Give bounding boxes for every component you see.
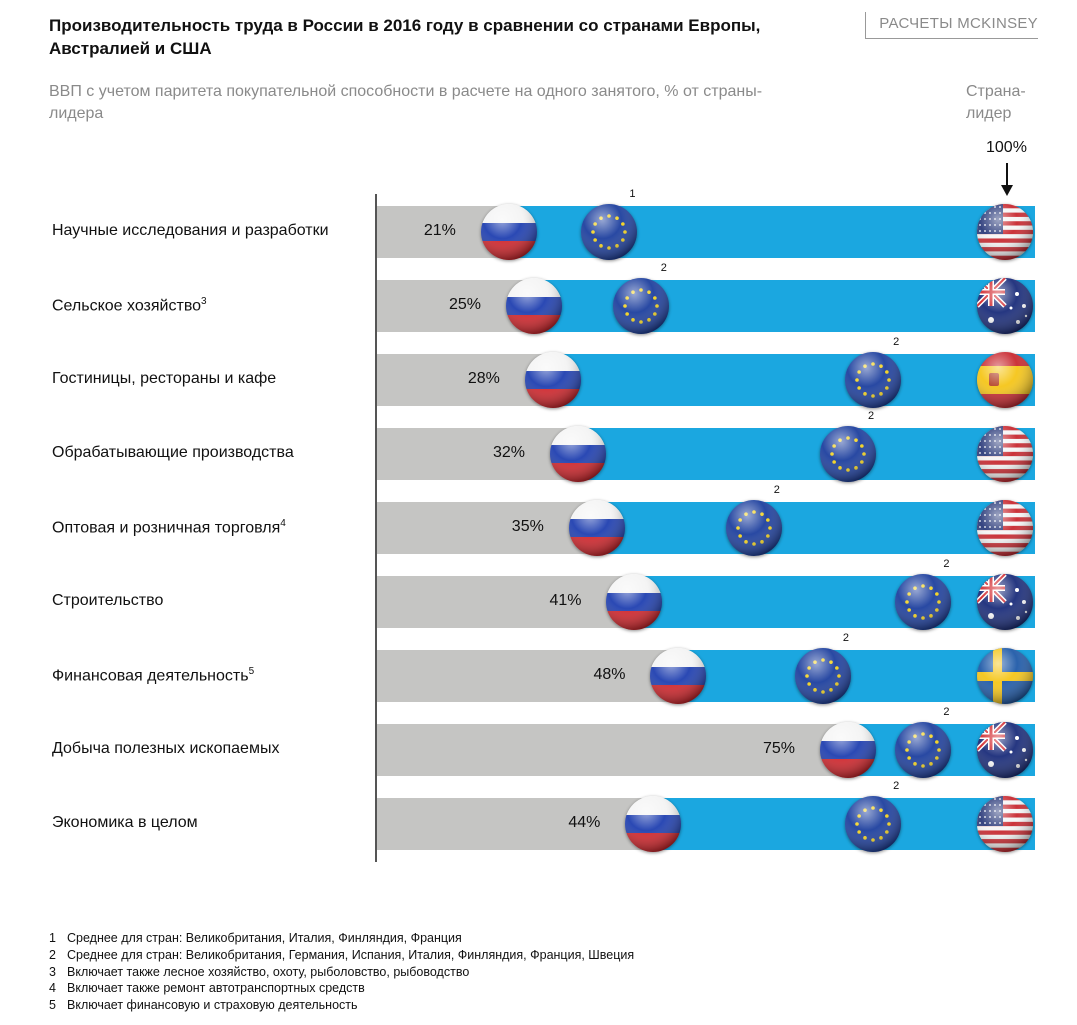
footnote-5: 5 Включает финансовую и страховую деятель… [49,998,358,1013]
category-label: Строительство [52,592,164,609]
bar-gap [596,502,1035,554]
source-label: РАСЧЕТЫ MCKINSEY [865,12,1038,39]
category-label: Обрабатывающие производства [52,444,294,461]
leader-value: 100% [986,139,1027,156]
footnote-ref: 3 [201,296,207,307]
bar-gap [653,798,1035,850]
russia-flag-icon [480,204,537,260]
eu-flag-icon [895,574,952,630]
russia-value-label: 25% [449,296,482,313]
eu-footnote-mark: 1 [629,188,636,200]
eu-flag-icon [845,796,902,852]
footnote-ref: 4 [280,518,286,529]
russia-flag-icon [549,426,606,482]
leader-flag-se-icon [977,648,1033,704]
eu-footnote-mark: 2 [842,632,849,644]
bar-russia [377,354,553,406]
bar-russia [377,798,654,850]
category-label: Добыча полезных ископаемых [52,740,280,757]
bar-russia [377,576,635,628]
leader-flag-us-icon [977,426,1033,482]
bar-russia [377,724,848,776]
eu-flag-icon [820,426,876,482]
bar-gap [634,576,1035,628]
russia-flag-icon [625,796,682,852]
russia-value-label: 41% [549,592,582,609]
russia-flag-icon [506,278,562,334]
eu-footnote-mark: 2 [868,410,875,422]
eu-footnote-mark: 2 [943,706,950,718]
chart-axis [375,194,377,862]
chart-subtitle: ВВП с учетом паритета покупательной спос… [49,83,763,122]
footnote-ref: 5 [248,666,255,677]
russia-flag-icon [606,574,663,630]
leader-flag-au-icon [977,278,1033,334]
russia-flag-icon [568,500,625,556]
category-label: Финансовая деятельность5 [52,666,255,685]
footnote-1: 1 Среднее для стран: Великобритания, Итал… [49,931,462,945]
russia-value-label: 21% [423,222,456,239]
bar-gap [577,428,1035,480]
eu-footnote-mark: 2 [893,336,900,348]
chart-area: Научные исследования и разработки 21% 1 Сел… [52,188,1035,852]
eu-flag-icon [794,648,851,704]
eu-flag-icon [612,278,669,334]
eu-footnote-mark: 2 [943,558,950,570]
bar-gap [534,280,1035,332]
category-label: Сельское хозяйство3 [52,296,207,315]
russia-value-label: 48% [593,666,626,683]
footnote-3: 3 Включает также лесное хозяйство, охоту,… [49,964,470,979]
russia-value-label: 35% [511,518,544,535]
eu-footnote-mark: 2 [660,262,667,274]
bar-russia [377,428,578,480]
category-label: Научные исследования и разработки [52,222,329,239]
footnotes: 1 Среднее для стран: Великобритания, Итал… [49,930,634,1014]
category-label: Оптовая и розничная торговля4 [52,518,286,537]
category-label: Экономика в целом [52,814,198,831]
footnote-2: 2 Среднее для стран: Великобритания, Герм… [49,947,635,962]
russia-flag-icon [820,722,876,778]
eu-footnote-mark: 2 [893,780,900,792]
leader-flag-au-icon [977,722,1033,778]
eu-flag-icon [581,204,638,260]
leader-flag-us-icon [977,204,1033,260]
leader-flag-es-icon [977,352,1033,408]
arrow-down-icon [1001,163,1013,196]
leader-flag-au-icon [977,574,1033,630]
category-label: Гостиницы, рестораны и кафе [52,370,277,387]
bar-gap [552,354,1035,406]
eu-flag-icon [895,722,952,778]
russia-value-label: 32% [492,444,525,461]
russia-value-label: 44% [568,814,601,831]
eu-footnote-mark: 2 [773,484,780,496]
bar-gap [678,650,1035,702]
footnote-4: 4 Включает также ремонт автотранспортных … [49,981,365,996]
eu-flag-icon [725,500,782,556]
russia-flag-icon [524,352,581,408]
russia-value-label: 75% [763,740,796,757]
leader-flag-us-icon [977,796,1033,852]
leader-label: Страна-лидер [966,83,1026,122]
eu-flag-icon [845,352,902,408]
leader-flag-us-icon [977,500,1033,556]
chart-title: Производительность труда в России в 2016… [49,16,761,58]
russia-value-label: 28% [467,370,500,387]
bar-russia [377,650,679,702]
russia-flag-icon [650,648,707,704]
bar-russia [377,502,597,554]
